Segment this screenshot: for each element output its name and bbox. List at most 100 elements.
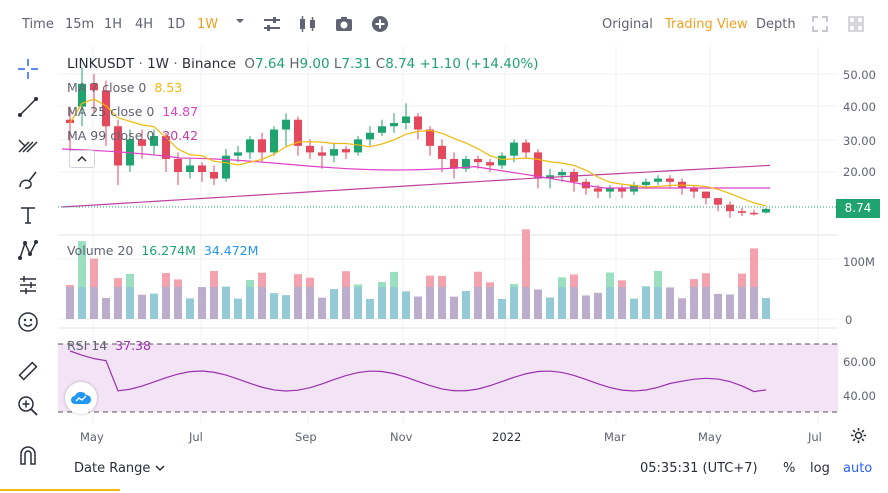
volume-label: Volume 20 bbox=[67, 243, 134, 258]
crosshair-icon[interactable] bbox=[15, 56, 41, 82]
volume-ma-fill bbox=[306, 287, 314, 319]
volume-ma-fill bbox=[390, 287, 398, 319]
interval-1d[interactable]: 1D bbox=[167, 17, 186, 32]
rsi-line bbox=[69, 350, 767, 393]
candle-body bbox=[78, 83, 86, 107]
volume-ma-fill bbox=[234, 298, 242, 319]
price-axis-label: 50.00 bbox=[843, 68, 876, 82]
ohlc-change: +1.10 (+14.40%) bbox=[419, 56, 539, 72]
candle-body bbox=[534, 152, 542, 179]
candle-type-icon[interactable] bbox=[298, 15, 318, 37]
smiley-icon[interactable] bbox=[15, 309, 41, 335]
text-tool-icon[interactable] bbox=[15, 202, 41, 228]
candle-body bbox=[294, 119, 302, 146]
brush-icon[interactable] bbox=[15, 167, 41, 193]
candle-body bbox=[738, 211, 746, 213]
candle-body bbox=[510, 142, 518, 156]
symbol-name: LINKUSDT bbox=[67, 56, 135, 72]
volume-ma-fill bbox=[462, 291, 470, 319]
rsi-legend[interactable]: RSI 14 37.38 bbox=[67, 338, 151, 353]
candle-body bbox=[750, 212, 758, 215]
camera-icon[interactable] bbox=[335, 16, 353, 36]
volume-ma-fill bbox=[366, 298, 374, 319]
date-range-button[interactable]: Date Range bbox=[74, 461, 165, 476]
volume-ma-fill bbox=[486, 287, 494, 319]
percent-toggle[interactable]: % bbox=[783, 461, 796, 476]
chart-settings-gear-icon[interactable] bbox=[850, 427, 867, 447]
candle-body bbox=[366, 132, 374, 140]
symbol-interval: 1W bbox=[147, 56, 170, 72]
clock-timezone[interactable]: 05:35:31 (UTC+7) bbox=[640, 461, 758, 476]
candle-body bbox=[66, 119, 74, 123]
view-depth[interactable]: Depth bbox=[756, 17, 796, 32]
magnet-icon[interactable] bbox=[15, 442, 41, 468]
volume-ma-fill bbox=[726, 294, 734, 319]
interval-1h[interactable]: 1H bbox=[104, 17, 123, 32]
volume-ma-fill bbox=[654, 287, 662, 319]
settings-sliders-icon[interactable] bbox=[263, 15, 281, 37]
prediction-icon[interactable] bbox=[15, 272, 41, 298]
candle-body bbox=[762, 208, 770, 213]
add-indicator-plus-icon[interactable] bbox=[371, 15, 389, 37]
candle-body bbox=[690, 188, 698, 192]
ma99-value: 20.42 bbox=[162, 128, 199, 143]
fullscreen-expand-icon[interactable] bbox=[812, 16, 828, 36]
candle-body bbox=[726, 204, 734, 212]
log-toggle[interactable]: log bbox=[810, 461, 830, 476]
date-range-label: Date Range bbox=[74, 461, 151, 476]
pattern-icon[interactable] bbox=[15, 237, 41, 263]
volume-ma-fill bbox=[294, 287, 302, 319]
candle-body bbox=[462, 158, 470, 169]
candle-body bbox=[210, 172, 218, 179]
ma25-line bbox=[61, 148, 770, 189]
candle-body bbox=[654, 178, 662, 182]
volume-ma-fill bbox=[582, 295, 590, 319]
interval-1w[interactable]: 1W bbox=[197, 17, 219, 32]
view-original[interactable]: Original bbox=[602, 17, 653, 32]
volume-ma-fill bbox=[210, 287, 218, 319]
ma7-legend[interactable]: MA 7 close 0 8.53 bbox=[67, 80, 182, 95]
volume-ma-fill bbox=[678, 298, 686, 319]
zoom-in-icon[interactable] bbox=[15, 393, 41, 419]
volume-ma-fill bbox=[570, 287, 578, 319]
active-tab-underline bbox=[0, 489, 120, 491]
more-intervals-chevron-down-icon[interactable] bbox=[234, 15, 246, 31]
candle-body bbox=[246, 139, 254, 153]
chart-area[interactable] bbox=[58, 46, 838, 426]
volume-ma-fill bbox=[546, 297, 554, 319]
ma25-legend[interactable]: MA 25 close 0 14.87 bbox=[67, 104, 198, 119]
volume-ma-fill bbox=[78, 287, 86, 319]
current-price-tag: 8.74 bbox=[836, 199, 880, 218]
ma99-legend[interactable]: MA 99 close 0 20.42 bbox=[67, 128, 198, 143]
candlestick-chart[interactable] bbox=[58, 46, 838, 426]
volume-ma-fill bbox=[606, 287, 614, 319]
separator: · bbox=[138, 56, 143, 72]
interval-time[interactable]: Time bbox=[22, 17, 54, 32]
price-axis[interactable]: 50.00 40.00 30.00 20.00 100M 0 60.00 40.… bbox=[838, 46, 888, 426]
view-trading-view[interactable]: Trading View bbox=[665, 17, 748, 32]
volume-legend[interactable]: Volume 20 16.274M 34.472M bbox=[67, 243, 258, 258]
ruler-icon[interactable] bbox=[15, 358, 41, 384]
tradingview-logo[interactable] bbox=[65, 382, 97, 414]
grid-layout-icon[interactable] bbox=[848, 16, 864, 36]
candle-body bbox=[150, 136, 158, 146]
volume-ma-fill bbox=[762, 298, 770, 319]
collapse-legend-button[interactable] bbox=[69, 150, 95, 168]
candle-body bbox=[570, 172, 578, 182]
bottom-bar: Date Range 05:35:31 (UTC+7) % log auto bbox=[58, 455, 888, 483]
volume-ma-fill bbox=[738, 287, 746, 319]
volume-ma-fill bbox=[102, 297, 110, 319]
trend-line-icon[interactable] bbox=[15, 94, 41, 120]
time-axis-label: May bbox=[80, 430, 104, 444]
volume-axis-label: 0 bbox=[845, 313, 853, 327]
volume-ma-fill bbox=[222, 287, 230, 319]
candle-body bbox=[330, 149, 338, 156]
interval-15m[interactable]: 15m bbox=[65, 17, 95, 32]
ma7-value: 8.53 bbox=[154, 80, 183, 95]
volume-ma-fill bbox=[510, 287, 518, 319]
time-axis[interactable]: May Jul Sep Nov 2022 Mar May Jul bbox=[58, 426, 838, 446]
auto-toggle[interactable]: auto bbox=[843, 461, 873, 476]
volume-ma-fill bbox=[498, 298, 506, 319]
pitchfork-icon[interactable] bbox=[15, 130, 41, 156]
interval-4h[interactable]: 4H bbox=[135, 17, 154, 32]
